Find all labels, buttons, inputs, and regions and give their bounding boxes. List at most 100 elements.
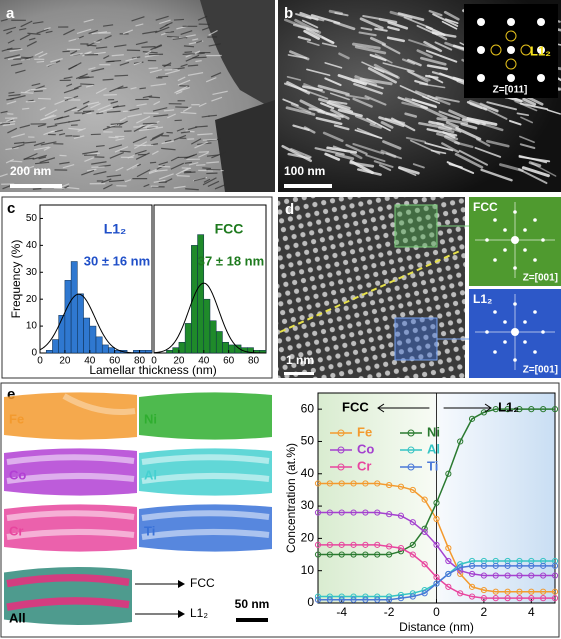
lamella bbox=[320, 102, 335, 110]
lamella bbox=[528, 161, 542, 168]
data-point bbox=[457, 564, 464, 571]
data-point bbox=[362, 541, 369, 548]
lamella bbox=[173, 185, 186, 189]
data-point bbox=[445, 570, 452, 578]
histogram-bar bbox=[108, 347, 115, 354]
lamella bbox=[197, 133, 213, 136]
data-point bbox=[350, 541, 357, 548]
zone-axis: Z=[001] bbox=[523, 365, 558, 376]
data-point bbox=[326, 551, 333, 558]
lamella bbox=[19, 33, 31, 41]
element-label: Ni bbox=[144, 411, 157, 426]
lamella bbox=[133, 141, 148, 149]
data-point bbox=[540, 572, 547, 579]
lamella bbox=[425, 74, 439, 79]
lamella bbox=[141, 46, 156, 48]
lamella bbox=[63, 28, 75, 36]
lamella bbox=[87, 101, 100, 106]
lamella bbox=[124, 179, 132, 183]
spot bbox=[533, 310, 537, 314]
lamella bbox=[281, 144, 313, 163]
data-point bbox=[409, 519, 416, 526]
legend-label: Fe bbox=[357, 424, 372, 439]
lamella bbox=[297, 36, 312, 42]
data-point bbox=[468, 583, 476, 590]
lamella bbox=[97, 104, 111, 111]
spot bbox=[503, 320, 507, 324]
lamella bbox=[423, 40, 443, 53]
y-tick-label: 50 bbox=[301, 434, 315, 448]
zone-axis: Z=[001] bbox=[523, 273, 558, 284]
lamella bbox=[164, 178, 173, 183]
lamella bbox=[69, 50, 78, 55]
lamella bbox=[88, 29, 98, 35]
lamella bbox=[154, 44, 163, 49]
scale-bar bbox=[10, 184, 62, 188]
histogram-bar bbox=[52, 339, 59, 354]
histogram-bar bbox=[197, 234, 205, 354]
histogram-bar bbox=[83, 317, 91, 354]
lamella bbox=[202, 167, 212, 170]
data-point bbox=[338, 509, 345, 516]
lamella bbox=[103, 183, 113, 190]
lamella bbox=[461, 118, 486, 126]
lamella bbox=[136, 103, 147, 107]
lamella bbox=[315, 116, 343, 126]
lamella bbox=[149, 68, 163, 74]
data-point bbox=[421, 496, 428, 503]
lamella bbox=[134, 149, 147, 155]
histogram-bar bbox=[101, 344, 109, 354]
lamella bbox=[23, 157, 35, 160]
lamella bbox=[82, 100, 90, 105]
data-point bbox=[445, 583, 452, 590]
lamella bbox=[0, 120, 16, 124]
lamella bbox=[182, 53, 195, 55]
fit-curve bbox=[153, 282, 267, 354]
data-point bbox=[326, 541, 333, 548]
series-line bbox=[318, 565, 555, 601]
lamella bbox=[142, 122, 157, 125]
y-tick-label: 0 bbox=[31, 348, 37, 359]
lamella bbox=[150, 133, 164, 142]
lamella-band bbox=[6, 573, 130, 588]
spot bbox=[533, 350, 537, 354]
lamella bbox=[115, 166, 124, 172]
x-tick-label: 80 bbox=[134, 356, 146, 367]
lamella bbox=[5, 158, 14, 164]
lamella bbox=[54, 121, 70, 125]
lamella bbox=[63, 76, 73, 80]
lamella bbox=[185, 34, 196, 38]
scale-bar bbox=[236, 618, 268, 622]
lamella bbox=[519, 135, 535, 144]
histogram-bar bbox=[166, 350, 173, 354]
lamella bbox=[27, 32, 41, 36]
spot bbox=[523, 320, 527, 324]
spot bbox=[513, 266, 517, 270]
lamella bbox=[201, 26, 210, 31]
lamella bbox=[118, 120, 128, 126]
lamella bbox=[32, 188, 42, 190]
y-tick-label: 10 bbox=[26, 321, 38, 332]
series-title: FCC bbox=[215, 221, 244, 237]
lamella bbox=[53, 187, 65, 190]
lamella bbox=[68, 127, 83, 131]
lamella bbox=[102, 24, 114, 27]
lamella bbox=[443, 10, 460, 21]
data-point bbox=[457, 590, 464, 597]
y-tick-label: 40 bbox=[26, 240, 38, 251]
data-point bbox=[409, 486, 416, 494]
lamella bbox=[474, 146, 502, 158]
data-point bbox=[551, 406, 559, 413]
lamella bbox=[164, 139, 172, 143]
lamella bbox=[1, 47, 13, 52]
y-tick-label: 0 bbox=[307, 595, 314, 609]
lamella bbox=[519, 143, 536, 150]
lamella bbox=[358, 31, 377, 37]
lamella bbox=[73, 85, 82, 90]
series-title: L1₂ bbox=[104, 221, 127, 237]
lamella bbox=[64, 106, 77, 113]
dark-grain bbox=[215, 100, 275, 192]
spot bbox=[485, 330, 489, 334]
lamella bbox=[303, 29, 320, 40]
lamella bbox=[404, 97, 437, 107]
